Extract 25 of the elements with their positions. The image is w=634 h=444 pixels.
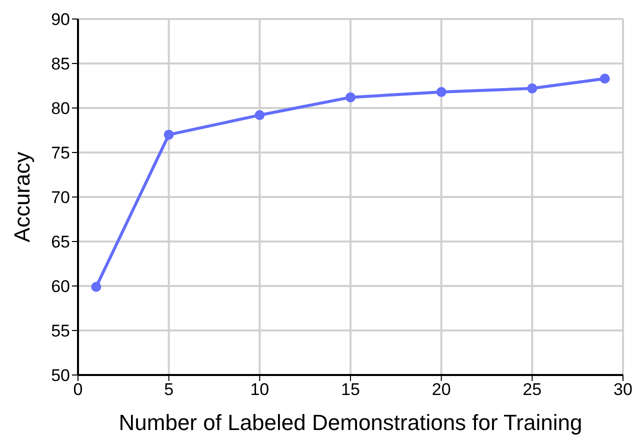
x-tick-label: 5: [164, 380, 174, 400]
y-tick-label: 65: [51, 232, 70, 252]
x-axis-title: Number of Labeled Demonstrations for Training: [118, 410, 582, 435]
point: [436, 86, 446, 97]
y-tick-label: 55: [51, 322, 70, 341]
y-tick-label: 85: [51, 54, 70, 74]
y-tick-label: 70: [51, 188, 70, 208]
point: [600, 74, 610, 84]
y-tick-label: 50: [51, 366, 70, 386]
x-tick-label: 15: [341, 380, 360, 400]
x-tick-label: 20: [432, 380, 451, 400]
point: [254, 110, 265, 120]
point: [527, 83, 538, 94]
y-axis-title: Accuracy: [10, 152, 34, 242]
point: [346, 92, 356, 102]
x-tick-label: 0: [73, 380, 83, 400]
y-tick-label: 60: [51, 277, 70, 296]
y-tick-label: 75: [51, 144, 70, 163]
x-tick-label: 10: [250, 380, 270, 400]
x-tick-label: 25: [522, 380, 542, 400]
x-tick-label: 30: [614, 380, 632, 400]
point: [91, 282, 102, 292]
y-tick-label: 80: [51, 99, 70, 118]
y-tick-label: 90: [51, 10, 70, 30]
point: [164, 130, 174, 140]
